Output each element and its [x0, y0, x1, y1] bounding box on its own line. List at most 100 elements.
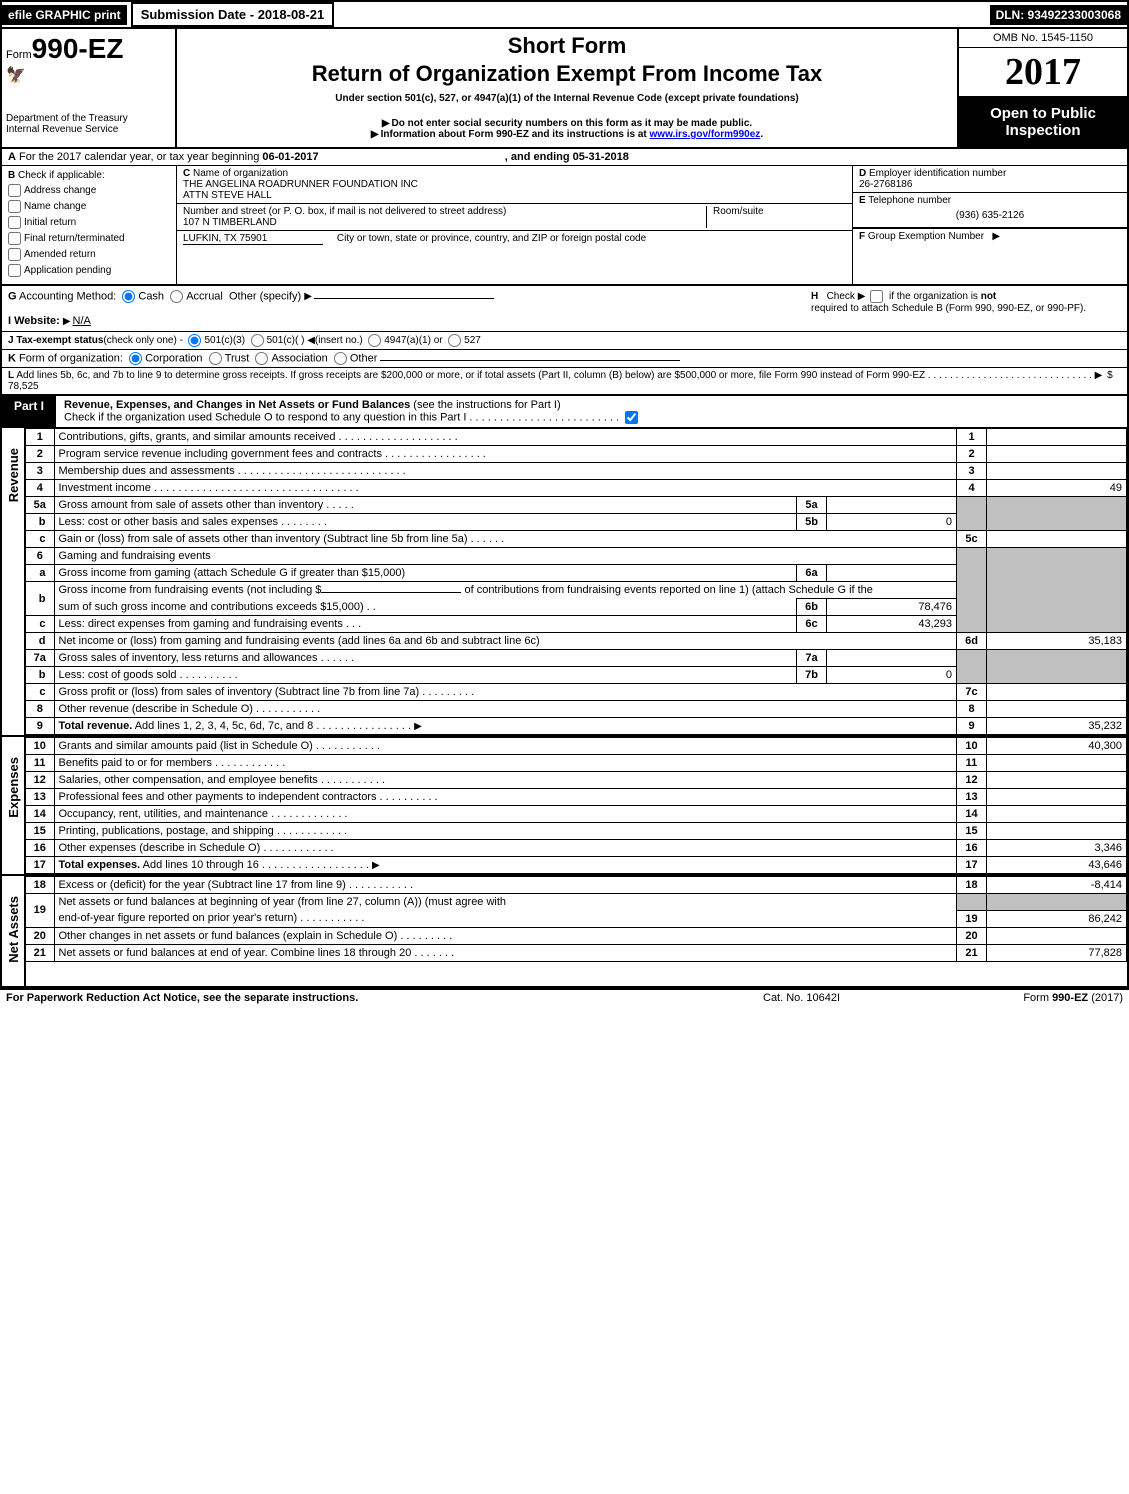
line-5a-mini: 5a [797, 497, 827, 514]
header-right: OMB No. 1545-1150 2017 Open to Public In… [957, 29, 1127, 147]
website-label: Website: [14, 315, 60, 327]
revenue-side-label: Revenue [4, 428, 23, 522]
line-7b-minival: 0 [827, 667, 957, 684]
line-12-val [987, 772, 1127, 789]
line-7b-num: b [26, 667, 54, 684]
line-2-val [987, 446, 1127, 463]
part1-checkbox[interactable] [625, 411, 638, 424]
column-c: C Name of organization THE ANGELINA ROAD… [177, 166, 852, 284]
check-one: (check only one) - [103, 335, 182, 346]
footer-catno: Cat. No. 10642I [763, 992, 963, 1004]
label-j: J [8, 335, 14, 346]
line-16-box: 16 [957, 840, 987, 857]
line-5a-minival [827, 497, 957, 514]
column-def: D Employer identification number 26-2768… [852, 166, 1127, 284]
street-label: Number and street (or P. O. box, if mail… [183, 206, 506, 217]
accrual-label: Accrual [186, 290, 223, 302]
label-a: A [8, 151, 16, 163]
final-return-checkbox[interactable] [8, 232, 21, 245]
netassets-table: 18Excess or (deficit) for the year (Subt… [26, 876, 1127, 962]
page-footer: For Paperwork Reduction Act Notice, see … [0, 990, 1129, 1006]
line-17-desc: Total expenses. [59, 859, 141, 871]
line-16-val: 3,346 [987, 840, 1127, 857]
line-8-desc: Other revenue (describe in Schedule O) .… [54, 701, 957, 718]
line-11-desc: Benefits paid to or for members . . . . … [54, 755, 957, 772]
line-7a-num: 7a [26, 650, 54, 667]
line-19-box: 19 [957, 910, 987, 927]
trust-radio[interactable] [209, 352, 222, 365]
line-9-desc2: Add lines 1, 2, 3, 4, 5c, 6d, 7c, and 8 … [135, 720, 411, 732]
line-16-desc: Other expenses (describe in Schedule O) … [54, 840, 957, 857]
app-pending-checkbox[interactable] [8, 264, 21, 277]
other-org-label: Other [350, 352, 378, 364]
part1-check: Check if the organization used Schedule … [64, 411, 619, 423]
begin-date: 06-01-2017 [262, 151, 318, 163]
dept-treasury: Department of the Treasury [6, 113, 171, 124]
line-7a-minival [827, 650, 957, 667]
initial-return-label: Initial return [24, 217, 76, 228]
line-11-box: 11 [957, 755, 987, 772]
527-radio[interactable] [448, 334, 461, 347]
other-org-radio[interactable] [334, 352, 347, 365]
line-19-desc: Net assets or fund balances at beginning… [54, 894, 957, 911]
line-6c-num: c [26, 616, 54, 633]
open-to-public: Open to Public Inspection [959, 97, 1127, 147]
line-6c-minival: 43,293 [827, 616, 957, 633]
website-value: N/A [73, 315, 91, 327]
line-6b-desc2: of contributions from fundraising events… [464, 584, 872, 596]
line-2-desc: Program service revenue including govern… [54, 446, 957, 463]
line-17-val: 43,646 [987, 857, 1127, 874]
501c3-radio[interactable] [188, 334, 201, 347]
line-18-desc: Excess or (deficit) for the year (Subtra… [54, 877, 957, 894]
tel-label: Telephone number [868, 195, 951, 206]
line-5a-num: 5a [26, 497, 54, 514]
city-value: LUFKIN, TX 75901 [183, 233, 323, 245]
line-6b-mini: 6b [797, 599, 827, 616]
corp-radio[interactable] [129, 352, 142, 365]
line-14-box: 14 [957, 806, 987, 823]
accrual-radio[interactable] [170, 290, 183, 303]
ein-value: 26-2768186 [859, 179, 912, 190]
h-check: Check [827, 291, 855, 302]
line-1-val [987, 429, 1127, 446]
name-change-checkbox[interactable] [8, 200, 21, 213]
501c-radio[interactable] [251, 334, 264, 347]
line-2-num: 2 [26, 446, 54, 463]
row-j: J Tax-exempt status(check only one) - 50… [2, 332, 1127, 350]
info-link[interactable]: www.irs.gov/form990ez [650, 129, 761, 140]
addr-change-checkbox[interactable] [8, 184, 21, 197]
h-checkbox[interactable] [870, 290, 883, 303]
amended-return-checkbox[interactable] [8, 248, 21, 261]
initial-return-checkbox[interactable] [8, 216, 21, 229]
line-7a-desc: Gross sales of inventory, less returns a… [54, 650, 797, 667]
line-4-num: 4 [26, 480, 54, 497]
line-8-num: 8 [26, 701, 54, 718]
line-6c-desc: Less: direct expenses from gaming and fu… [54, 616, 797, 633]
line-21-num: 21 [26, 944, 54, 961]
label-g: G [8, 290, 17, 302]
line-10-desc: Grants and similar amounts paid (list in… [54, 738, 957, 755]
501c3-label: 501(c)(3) [204, 335, 245, 346]
netassets-side-label: Net Assets [4, 876, 23, 983]
line-16-num: 16 [26, 840, 54, 857]
revenue-section: Revenue 1Contributions, gifts, grants, a… [2, 428, 1127, 737]
4947-radio[interactable] [368, 334, 381, 347]
corp-label: Corporation [145, 352, 202, 364]
cash-radio[interactable] [122, 290, 135, 303]
form-prefix: Form [6, 49, 32, 61]
line-1-desc: Contributions, gifts, grants, and simila… [54, 429, 957, 446]
line-14-desc: Occupancy, rent, utilities, and maintena… [54, 806, 957, 823]
line-9-desc: Total revenue. [59, 720, 133, 732]
line-2-box: 2 [957, 446, 987, 463]
assoc-radio[interactable] [255, 352, 268, 365]
line-6b-desc3: sum of such gross income and contributio… [54, 599, 797, 616]
line-6-desc: Gaming and fundraising events [54, 548, 957, 565]
line-19-desc2: end-of-year figure reported on prior yea… [54, 910, 957, 927]
netassets-section: Net Assets 18Excess or (deficit) for the… [2, 876, 1127, 988]
line-20-num: 20 [26, 927, 54, 944]
label-d: D [859, 168, 866, 179]
527-label: 527 [464, 335, 481, 346]
line-21-box: 21 [957, 944, 987, 961]
insert-no: (insert no.) [315, 335, 363, 346]
line-19-num: 19 [26, 894, 54, 928]
